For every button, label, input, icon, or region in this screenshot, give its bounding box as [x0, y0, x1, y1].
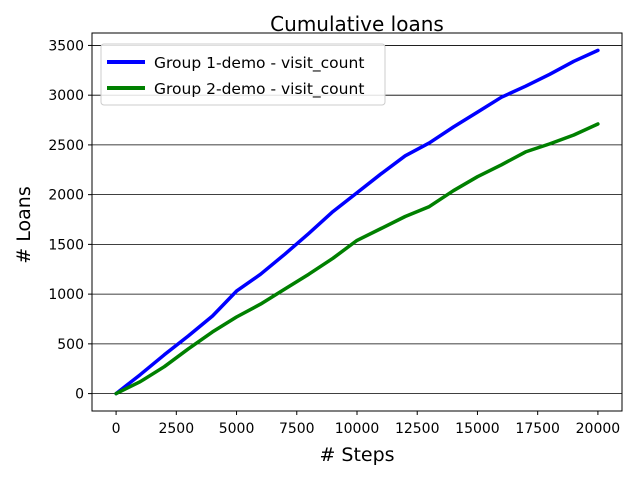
x-axis-title: # Steps: [319, 444, 394, 466]
series-line-group-2: [114, 122, 600, 396]
y-tick-label: 3000: [48, 88, 84, 104]
x-tick-label: 5000: [219, 421, 255, 437]
y-tick-label: 0: [75, 387, 84, 403]
y-axis-ticks: 0 500 1000 1500 2000 2500 3000 3500: [48, 38, 92, 403]
x-axis-ticks: 0 2500 5000 7500 10000 12500 15000 17500 20000: [112, 411, 621, 437]
x-tick-label: 7500: [279, 421, 315, 437]
x-tick-label: 10000: [335, 421, 380, 437]
y-tick-label: 1000: [48, 287, 84, 303]
legend-box: [100, 43, 386, 106]
chart-title: Cumulative loans: [270, 12, 444, 36]
x-tick-label: 15000: [455, 421, 500, 437]
series-layer: [114, 48, 600, 396]
y-tick-label: 1500: [48, 237, 84, 253]
y-tick-label: 2500: [48, 138, 84, 154]
series-line-group-1: [114, 48, 600, 396]
legend-label-group-1: Group 1-demo - visit_count: [154, 54, 364, 73]
legend: Group 1-demo - visit_count Group 2-demo …: [100, 43, 386, 106]
y-tick-label: 2000: [48, 188, 84, 204]
y-tick-label: 3500: [48, 38, 84, 54]
x-tick-label: 2500: [158, 421, 194, 437]
x-tick-label: 20000: [576, 421, 621, 437]
x-tick-label: 17500: [515, 421, 560, 437]
legend-label-group-2: Group 2-demo - visit_count: [154, 80, 364, 99]
y-tick-label: 500: [57, 337, 84, 353]
x-tick-label: 12500: [395, 421, 440, 437]
y-axis-title: # Loans: [13, 186, 35, 263]
x-tick-label: 0: [112, 421, 121, 437]
